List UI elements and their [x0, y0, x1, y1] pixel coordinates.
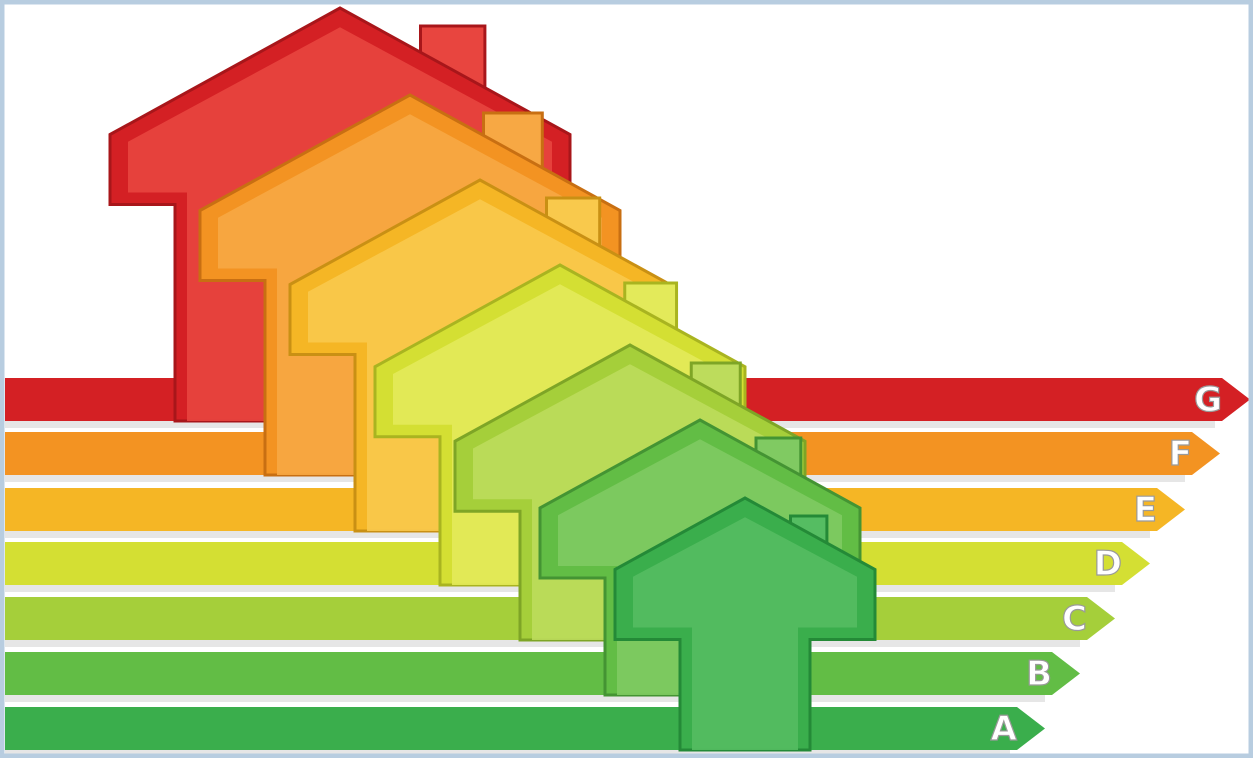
- rating-bar: [5, 652, 1080, 695]
- rating-letter: F: [1169, 434, 1192, 474]
- bar-shadow: [5, 695, 1045, 702]
- rating-letter: G: [1194, 380, 1222, 420]
- rating-letter: E: [1134, 490, 1157, 530]
- rating-letter: B: [1026, 654, 1052, 694]
- rating-bar: [5, 707, 1045, 750]
- rating-letter: D: [1094, 544, 1122, 584]
- rating-letter: A: [991, 709, 1018, 749]
- rating-letter: C: [1062, 599, 1087, 639]
- house-face: [633, 517, 857, 750]
- houses: [108, 6, 877, 752]
- bar-shadow: [5, 640, 1080, 647]
